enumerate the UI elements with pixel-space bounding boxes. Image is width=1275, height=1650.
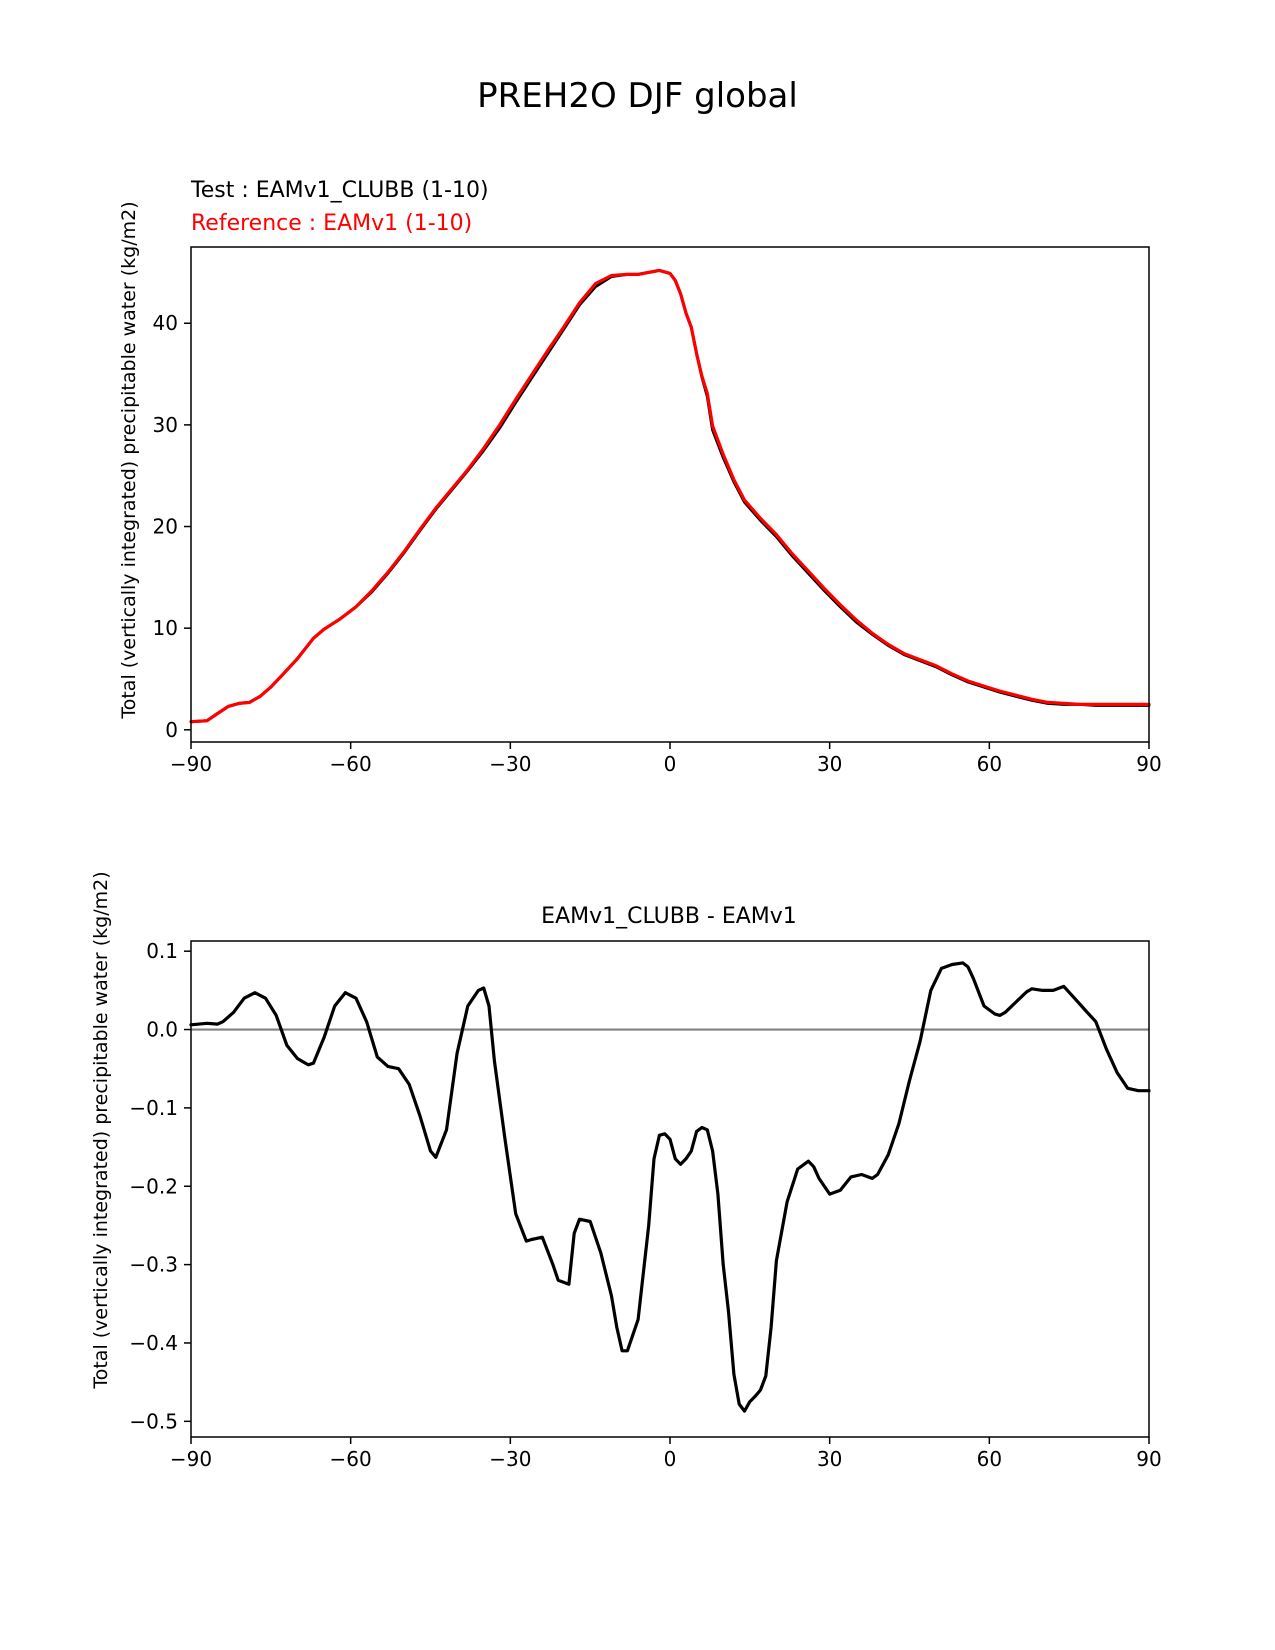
y-tick-label: 0.1: [146, 939, 178, 963]
y-tick-label: −0.2: [129, 1174, 178, 1198]
x-tick-label: −90: [170, 752, 212, 776]
x-tick-label: 0: [664, 752, 677, 776]
y-tick-label: −0.3: [129, 1253, 178, 1277]
x-tick-label: 90: [1136, 1447, 1161, 1471]
x-tick-label: 30: [817, 752, 842, 776]
test-title: Test : EAMv1_CLUBB (1-10): [190, 178, 489, 203]
y-tick-label: −0.5: [129, 1409, 178, 1433]
top-y-axis-label: Total (vertically integrated) precipitab…: [118, 201, 140, 719]
bottom-panel: EAMv1_CLUBB - EAMv1 Total (vertically in…: [90, 871, 1162, 1471]
figure-title: PREH2O DJF global: [477, 76, 798, 116]
x-tick-label: 90: [1136, 752, 1161, 776]
y-tick-label: −0.1: [129, 1096, 178, 1120]
reference-title: Reference : EAMv1 (1-10): [191, 211, 472, 236]
x-tick-label: 30: [817, 1447, 842, 1471]
x-tick-label: −60: [330, 1447, 372, 1471]
y-tick-label: 0: [165, 718, 178, 742]
y-tick-label: −0.4: [129, 1331, 178, 1355]
plot-frame: [190, 940, 1150, 1438]
x-tick-label: −90: [170, 1447, 212, 1471]
top-panel: Test : EAMv1_CLUBB (1-10) Reference : EA…: [118, 178, 1162, 776]
y-tick-label: 40: [153, 311, 178, 335]
bottom-y-axis-label: Total (vertically integrated) precipitab…: [90, 871, 112, 1389]
y-tick-label: 0.0: [146, 1018, 178, 1042]
y-tick-label: 30: [153, 413, 178, 437]
x-tick-label: −60: [330, 752, 372, 776]
test-series-line: [189, 268, 1151, 724]
reference-series-line: [189, 268, 1151, 724]
x-tick-label: 60: [977, 752, 1002, 776]
plot-frame: [190, 246, 1150, 743]
x-tick-label: −30: [489, 1447, 531, 1471]
x-tick-label: 60: [977, 1447, 1002, 1471]
y-tick-label: 20: [153, 515, 178, 539]
x-tick-label: 0: [664, 1447, 677, 1471]
diff-title: EAMv1_CLUBB - EAMv1: [541, 904, 797, 929]
y-tick-label: 10: [153, 616, 178, 640]
x-tick-label: −30: [489, 752, 531, 776]
difference-series-line: [189, 961, 1151, 1413]
